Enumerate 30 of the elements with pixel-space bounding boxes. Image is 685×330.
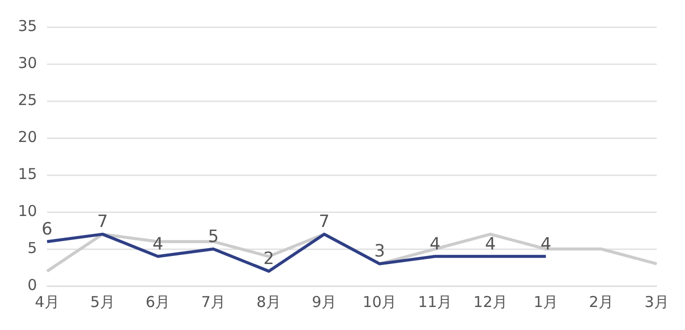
x-tick-label: 10月 bbox=[362, 292, 397, 311]
data-label: 6 bbox=[42, 220, 52, 240]
x-tick-label: 12月 bbox=[473, 292, 508, 311]
x-tick-label: 9月 bbox=[312, 292, 336, 311]
data-label: 4 bbox=[152, 234, 164, 254]
x-tick-label: 7月 bbox=[201, 292, 226, 311]
data-label: 4 bbox=[485, 234, 496, 254]
x-tick-label: 8月 bbox=[256, 292, 282, 311]
y-tick-label: 0 bbox=[28, 276, 38, 294]
x-tick-label: 5月 bbox=[90, 292, 115, 311]
y-tick-label: 30 bbox=[18, 54, 38, 72]
data-label: 5 bbox=[208, 226, 219, 247]
x-tick-label: 3月 bbox=[644, 292, 669, 311]
x-tick-label: 1月 bbox=[534, 292, 558, 311]
data-label: 4 bbox=[540, 234, 552, 254]
y-tick-label: 15 bbox=[18, 164, 38, 183]
y-tick-label: 20 bbox=[18, 128, 38, 146]
data-label: 4 bbox=[430, 234, 440, 254]
x-tick-label: 4月 bbox=[34, 292, 60, 311]
x-tick-label: 2月 bbox=[589, 292, 614, 311]
y-tick-label: 25 bbox=[18, 90, 38, 109]
y-tick-label: 10 bbox=[18, 202, 38, 220]
data-label: 3 bbox=[374, 242, 386, 262]
data-label: 7 bbox=[97, 212, 108, 232]
x-tick-label: 11月 bbox=[418, 292, 452, 311]
x-tick-label: 6月 bbox=[146, 292, 170, 311]
data-label: 2 bbox=[263, 249, 274, 270]
data-label: 7 bbox=[318, 212, 330, 232]
y-tick-label: 5 bbox=[28, 238, 38, 257]
y-tick-label: 35 bbox=[18, 16, 38, 35]
